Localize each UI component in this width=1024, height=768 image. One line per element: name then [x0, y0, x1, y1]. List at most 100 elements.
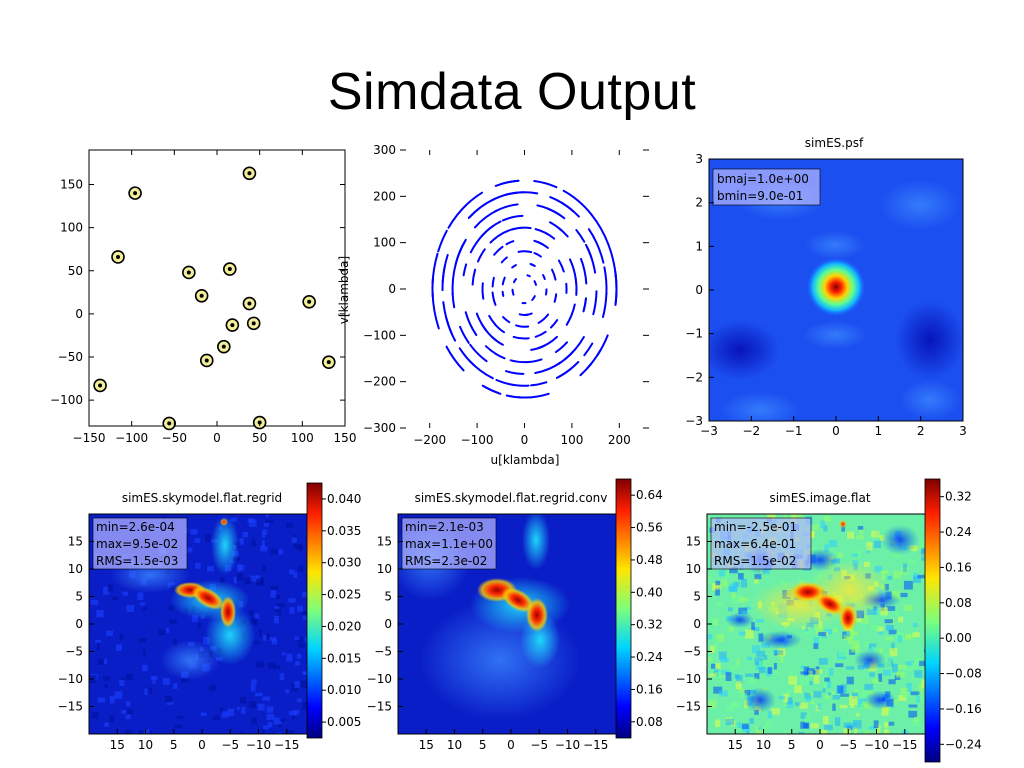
x-tick-label: −15	[583, 738, 608, 752]
uv-arc	[537, 313, 550, 324]
x-tick-label: −10	[864, 738, 889, 752]
uv-arc	[493, 245, 504, 256]
x-tick-label: 15	[419, 738, 434, 752]
uv-arc	[569, 258, 577, 281]
uv-arc	[531, 295, 536, 301]
uv-arc	[484, 345, 497, 355]
colorbar-tick-label: 0.56	[636, 521, 663, 535]
y-tick-label: −200	[363, 375, 396, 389]
uv-arc	[557, 259, 565, 273]
uv-arc	[526, 274, 531, 278]
x-tick-label: 0	[507, 738, 515, 752]
uv-arc	[481, 282, 485, 300]
y-tick-label: 2	[695, 196, 703, 210]
uv-arc	[614, 270, 618, 306]
uv-arc	[512, 335, 530, 340]
uv-arc	[490, 191, 525, 202]
y-tick-label: −100	[50, 393, 83, 407]
antenna-point	[199, 353, 214, 368]
y-tick-label: 3	[695, 152, 703, 166]
x-tick-label: −15	[274, 738, 299, 752]
uv-arc	[494, 352, 506, 360]
uv-arc	[473, 209, 499, 229]
y-tick-label: 5	[384, 590, 392, 604]
x-axis-label: u[klambda]	[491, 453, 560, 467]
x-tick-label: 0	[832, 424, 840, 438]
uv-coverage-plot: −200 −100 0 100 200 −300 −200 −100 0 100 200 300 u…	[337, 143, 649, 467]
uv-arc	[495, 379, 530, 387]
conv-annotation-rms: RMS=2.3e-02	[405, 554, 487, 568]
y-tick-label: −10	[58, 672, 83, 686]
y-tick-label: 10	[68, 562, 83, 576]
skymodel-annotation-rms: RMS=1.5e-03	[96, 554, 178, 568]
uv-arc	[545, 288, 548, 296]
x-tick-label: 5	[788, 738, 796, 752]
y-tick-label: −3	[685, 414, 703, 428]
uv-arc	[565, 303, 576, 326]
y-tick-label: 300	[373, 143, 396, 157]
x-tick-label: −5	[221, 738, 239, 752]
image-colorbar	[924, 478, 941, 763]
uv-arc	[471, 268, 477, 286]
uv-arc	[505, 370, 525, 375]
uv-arc	[513, 278, 517, 284]
y-tick-label: 100	[60, 221, 83, 235]
uv-arc	[500, 256, 508, 264]
colorbar-tick-label: 0.035	[327, 524, 361, 538]
colorbar-tick-label: 0.020	[327, 619, 361, 633]
y-tick-label: 0	[75, 307, 83, 321]
antenna-point	[128, 186, 142, 200]
x-tick-label: 3	[959, 424, 967, 438]
uv-arc	[574, 277, 578, 296]
uv-arc	[491, 276, 495, 288]
x-tick-label: −200	[413, 433, 446, 447]
psf-annotation-bmin: bmin=9.0e-01	[717, 189, 803, 203]
x-tick-label: 100	[291, 431, 314, 445]
x-tick-label: 15	[728, 738, 743, 752]
image-flat-plot: simES.image.flat min=-2.5e-01 max=6.4e-0…	[676, 478, 982, 763]
colorbar-tick-label: −0.24	[945, 737, 982, 751]
uv-arc	[451, 292, 456, 309]
uv-arc	[551, 268, 557, 281]
uv-arcs	[431, 179, 618, 399]
uv-arc	[505, 240, 515, 246]
y-tick-label: 0	[693, 617, 701, 631]
uv-arc	[533, 180, 558, 189]
antenna-point	[217, 339, 231, 354]
uv-arc	[580, 257, 588, 285]
uv-arc	[462, 263, 468, 277]
uv-arc	[445, 345, 465, 372]
y-tick-label: 0	[384, 617, 392, 631]
image-annotation-max: max=6.4e-01	[714, 537, 796, 551]
uv-arc	[533, 252, 542, 258]
uv-arc	[464, 311, 478, 336]
colorbar-tick-label: 0.64	[636, 488, 663, 502]
colorbar-tick-label: 0.005	[327, 715, 361, 729]
uv-arc	[554, 341, 568, 354]
uv-arc	[501, 214, 524, 222]
uv-arc	[467, 207, 481, 219]
x-tick-label: −50	[162, 431, 187, 445]
x-tick-label: 5	[479, 738, 487, 752]
colorbar-tick-label: 0.16	[636, 682, 663, 696]
y-tick-label: 10	[377, 562, 392, 576]
skymodel-annotation-min: min=2.6e-04	[96, 520, 175, 534]
uv-arc	[562, 189, 593, 216]
y-tick-label: 10	[686, 562, 701, 576]
uv-arc	[534, 228, 556, 240]
y-tick-label: −5	[374, 645, 392, 659]
x-tick-label: −1	[785, 424, 803, 438]
y-tick-label: −100	[363, 328, 396, 342]
uv-arc	[466, 191, 484, 205]
x-tick-label: −10	[555, 738, 580, 752]
y-tick-label: 100	[373, 236, 396, 250]
uv-arc	[575, 229, 586, 243]
y-tick-label: −10	[676, 672, 701, 686]
y-tick-label: 50	[68, 264, 83, 278]
colorbar-tick-label: 0.48	[636, 553, 663, 567]
uv-arc	[517, 392, 550, 399]
uv-arc	[517, 250, 533, 254]
y-tick-label: 15	[377, 535, 392, 549]
y-tick-label: 15	[686, 535, 701, 549]
uv-arc	[602, 292, 608, 318]
